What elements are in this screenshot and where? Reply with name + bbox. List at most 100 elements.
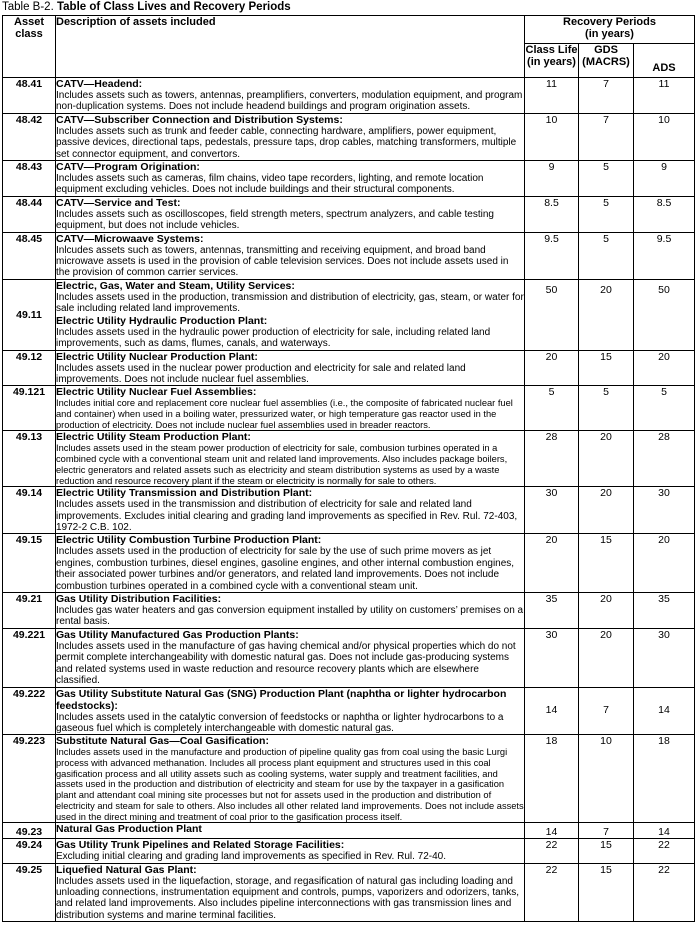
- ads-cell: 35: [633, 592, 695, 629]
- description-heading: CATV—Microwaave Systems:: [56, 232, 204, 245]
- gds-cell: 7: [578, 77, 634, 114]
- ads-cell: 9.5: [633, 231, 695, 280]
- description-body: Includes assets used in the steam power …: [56, 443, 508, 486]
- description-cell: Gas Utility Trunk Pipelines and Related …: [55, 838, 525, 864]
- description-body: Includes gas water heaters and gas conve…: [56, 605, 524, 628]
- description-heading: Gas Utility Distribution Facilities:: [56, 593, 222, 606]
- description-body: Includes assets used in the nuclear powe…: [56, 362, 466, 385]
- asset-class-cell: 48.42: [2, 112, 56, 162]
- class-lives-table: Asset class Description of assets includ…: [2, 15, 695, 923]
- header-gds: GDS (MACRS): [578, 43, 634, 78]
- class-life-cell: 30: [524, 627, 579, 688]
- description-heading: Electric, Gas, Water and Steam, Utility …: [56, 279, 295, 292]
- description-body: Excluding initial clearing and grading l…: [56, 851, 447, 863]
- description-cell: Natural Gas Production Plant: [55, 822, 525, 840]
- description-cell: CATV—Microwaave Systems: Inlcudes assets …: [55, 231, 525, 280]
- header-asset-class: Asset class: [2, 15, 56, 78]
- gds-cell: 5: [578, 231, 634, 280]
- description-cell: Liquefied Natural Gas Plant: Includes ass…: [55, 862, 525, 923]
- table-row: 49.121 Electric Utility Nuclear Fuel Asse…: [2, 385, 695, 432]
- description-cell: Substitute Natural Gas—Coal Gasification…: [55, 734, 525, 824]
- description-cell: Gas Utility Substitute Natural Gas (SNG)…: [55, 686, 525, 736]
- description-heading: Natural Gas Production Plant: [56, 823, 202, 836]
- class-life-cell: 18: [524, 734, 579, 824]
- gds-cell: 20: [578, 486, 634, 535]
- description-cell: Gas Utility Distribution Facilities: Incl…: [55, 592, 525, 629]
- table-caption: Table B-2. Table of Class Lives and Reco…: [0, 0, 696, 15]
- description-heading: CATV—Subscriber Connection and Distribut…: [56, 113, 343, 126]
- ads-cell: 11: [633, 77, 695, 114]
- description-heading: CATV—Headend:: [56, 78, 143, 90]
- asset-class-cell: 49.121: [2, 385, 56, 432]
- asset-class-cell: 49.13: [2, 430, 56, 488]
- description-block: Electric Utility Transmission and Distri…: [56, 487, 524, 533]
- class-life-cell: 20: [524, 349, 579, 387]
- description-cell: Gas Utility Manufactured Gas Production …: [55, 627, 525, 688]
- asset-class-cell: 48.44: [2, 195, 56, 233]
- class-life-cell: 9.5: [524, 231, 579, 280]
- ads-cell: 20: [633, 349, 695, 387]
- table-row: 49.11 Electric, Gas, Water and Steam, Uti…: [2, 278, 695, 351]
- header-gds-line2: (MACRS): [582, 56, 630, 68]
- asset-class-cell: 49.223: [2, 734, 56, 824]
- gds-cell: 5: [578, 160, 634, 197]
- description-block: Gas Utility Substitute Natural Gas (SNG)…: [56, 688, 524, 735]
- table-row: 49.15 Electric Utility Combustion Turbine…: [2, 533, 695, 594]
- description-body: Includes initial core and replacement co…: [56, 398, 513, 430]
- header-asset-class-line1: Asset: [14, 16, 44, 28]
- asset-class-cell: 49.15: [2, 533, 56, 594]
- description-block: Electric Utility Steam Production Plant:…: [56, 431, 524, 486]
- header-gds-line1: GDS: [594, 44, 618, 56]
- description-cell: Electric Utility Steam Production Plant:…: [55, 430, 525, 488]
- asset-class-cell: 49.25: [2, 862, 56, 923]
- gds-cell: 7: [578, 112, 634, 162]
- asset-class-cell: 49.12: [2, 349, 56, 387]
- description-heading: Electric Utility Transmission and Distri…: [56, 487, 313, 500]
- class-life-cell: 50: [524, 278, 579, 351]
- table-row: 49.221 Gas Utility Manufactured Gas Produ…: [2, 627, 695, 688]
- table-row: 49.25 Liquefied Natural Gas Plant: Include…: [2, 862, 695, 923]
- gds-cell: 20: [578, 627, 634, 688]
- description-heading: CATV—Service and Test:: [56, 196, 181, 209]
- class-life-cell: 28: [524, 430, 579, 488]
- ads-cell: 22: [633, 862, 695, 923]
- header-class-life-line1: Class Life: [525, 44, 578, 56]
- ads-cell: 14: [633, 686, 695, 736]
- description-block: Electric Utility Nuclear Production Plan…: [56, 351, 524, 386]
- ads-cell: 30: [633, 486, 695, 535]
- asset-class-cell: 48.45: [2, 231, 56, 280]
- asset-class-cell: 49.24: [2, 838, 56, 864]
- description-cell: Electric Utility Nuclear Production Plan…: [55, 349, 525, 387]
- description-body: Includes assets such as oscilloscopes, f…: [56, 208, 494, 232]
- table-row: 48.45 CATV—Microwaave Systems: Inlcudes as…: [2, 231, 695, 280]
- table-body: 48.41 CATV—Headend: Includes assets such a…: [2, 77, 695, 923]
- gds-cell: 20: [578, 278, 634, 351]
- class-life-cell: 20: [524, 533, 579, 594]
- gds-cell: 7: [578, 822, 634, 840]
- asset-class-cell: 48.43: [2, 160, 56, 197]
- gds-cell: 15: [578, 349, 634, 387]
- asset-class-cell: 49.222: [2, 686, 56, 736]
- gds-cell: 15: [578, 533, 634, 594]
- description-heading: Liquefied Natural Gas Plant:: [56, 863, 197, 876]
- description-body: Includes assets such as towers, antennas…: [56, 90, 523, 113]
- gds-cell: 10: [578, 734, 634, 824]
- table-title: Table of Class Lives and Recovery Period…: [56, 1, 291, 13]
- table-row: 49.24 Gas Utility Trunk Pipelines and Rel…: [2, 838, 695, 864]
- ads-cell: 5: [633, 385, 695, 432]
- description-cell: Electric Utility Nuclear Fuel Assemblies…: [55, 385, 525, 432]
- description-block: Liquefied Natural Gas Plant: Includes ass…: [56, 864, 524, 922]
- class-life-cell: 35: [524, 592, 579, 629]
- asset-class-cell: 49.21: [2, 592, 56, 629]
- header-class-life: Class Life (in years): [524, 43, 579, 78]
- table-row: 48.43 CATV—Program Origination: Includes a…: [2, 160, 695, 197]
- description-block: Natural Gas Production Plant: [56, 823, 524, 835]
- table-row: 49.21 Gas Utility Distribution Facilities…: [2, 592, 695, 629]
- description-body: Includes assets such as trunk and feeder…: [56, 125, 517, 160]
- description-body: Includes assets such as cameras, film ch…: [56, 173, 484, 196]
- description-block: Gas Utility Manufactured Gas Production …: [56, 629, 524, 687]
- table-row: 49.13 Electric Utility Steam Production P…: [2, 430, 695, 488]
- description-block: Electric Utility Hydraulic Production Pl…: [56, 315, 524, 350]
- description-body: Includes assets used in the catalytic co…: [56, 711, 504, 734]
